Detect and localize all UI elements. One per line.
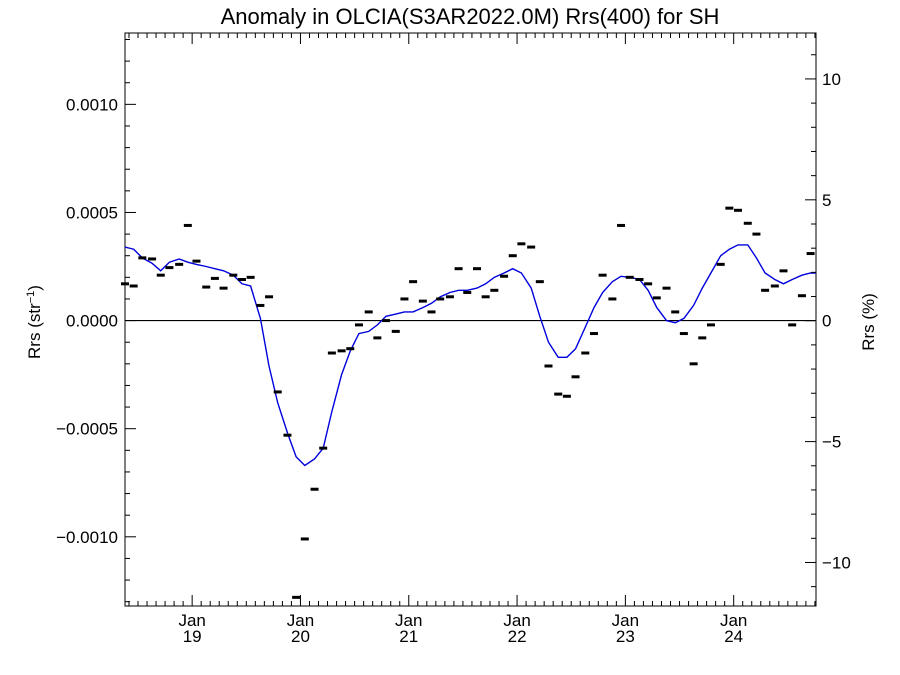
x-tick-year-label: 19 (183, 627, 202, 646)
y-axis-left-title: Rrs (str−1) (25, 285, 44, 359)
y-right-tick-label: 5 (822, 191, 831, 210)
series-line-group (124, 244, 816, 467)
y-left-tick-label: 0.0005 (66, 203, 118, 222)
y-axis-left-title-base: Rrs (str (25, 303, 44, 359)
x-tick-year-label: 23 (616, 627, 635, 646)
y-left-tick-label: −0.0005 (56, 420, 118, 439)
smoothed-anomaly-line (124, 244, 816, 467)
y-axis-right: 10 5 0 −5 −10 (805, 54, 851, 588)
y-right-tick-label: −10 (822, 553, 851, 572)
series-points-group (121, 206, 815, 599)
y-left-tick-label: 0.0010 (66, 95, 118, 114)
x-tick-year-label: 22 (508, 627, 527, 646)
y-left-tick-label: 0.0000 (66, 312, 118, 331)
x-tick-month-label: Jan (395, 611, 422, 630)
x-tick-month-label: Jan (503, 611, 530, 630)
plot-border (124, 32, 817, 607)
y-axis-left: 0.0010 0.0005 0.0000 −0.0005 −0.0010 (56, 38, 136, 603)
y-axis-left-title-close: ) (25, 285, 44, 291)
y-right-tick-label: −5 (822, 433, 841, 452)
x-tick-month-label: Jan (287, 611, 314, 630)
y-right-tick-label: 10 (822, 70, 841, 89)
x-tick-month-label: Jan (720, 611, 747, 630)
y-axis-left-title-sup: −1 (25, 291, 37, 304)
y-left-tick-label: −0.0010 (56, 528, 118, 547)
y-right-tick-label: 0 (822, 312, 831, 331)
plot-frame (124, 32, 817, 607)
x-tick-month-label: Jan (178, 611, 205, 630)
x-tick-month-label: Jan (612, 611, 639, 630)
x-tick-year-label: 21 (399, 627, 418, 646)
y-axis-right-title: Rrs (%) (859, 293, 878, 351)
x-tick-year-label: 20 (291, 627, 310, 646)
x-tick-year-label: 24 (724, 627, 743, 646)
chart-title: Anomaly in OLCIA(S3AR2022.0M) Rrs(400) f… (221, 4, 720, 29)
